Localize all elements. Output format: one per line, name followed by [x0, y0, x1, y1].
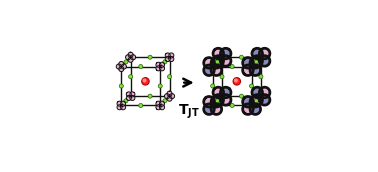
Circle shape — [119, 84, 123, 88]
Circle shape — [259, 75, 263, 79]
Polygon shape — [213, 48, 231, 66]
Circle shape — [129, 75, 133, 79]
Circle shape — [124, 60, 128, 64]
Polygon shape — [117, 101, 125, 110]
Polygon shape — [116, 64, 126, 69]
Polygon shape — [243, 96, 260, 114]
Circle shape — [124, 99, 128, 103]
Polygon shape — [126, 92, 135, 100]
Polygon shape — [165, 53, 174, 62]
Polygon shape — [243, 96, 260, 114]
Polygon shape — [213, 87, 231, 105]
Polygon shape — [252, 87, 270, 105]
Circle shape — [139, 103, 143, 108]
Polygon shape — [117, 101, 125, 110]
Circle shape — [143, 79, 146, 82]
Polygon shape — [204, 96, 222, 114]
Circle shape — [215, 60, 219, 64]
Circle shape — [230, 64, 234, 69]
Circle shape — [254, 99, 258, 103]
Circle shape — [148, 94, 152, 98]
Circle shape — [211, 84, 215, 88]
Text: $\mathbf{T}_{\mathbf{JT}}$: $\mathbf{T}_{\mathbf{JT}}$ — [178, 103, 200, 121]
Circle shape — [158, 84, 162, 88]
Circle shape — [142, 78, 149, 85]
Polygon shape — [213, 48, 231, 66]
Polygon shape — [252, 87, 270, 105]
Circle shape — [167, 75, 172, 79]
Polygon shape — [156, 101, 164, 110]
Polygon shape — [252, 48, 270, 66]
Circle shape — [139, 64, 143, 69]
Polygon shape — [204, 96, 222, 114]
Polygon shape — [213, 87, 231, 105]
Polygon shape — [156, 62, 164, 71]
Circle shape — [163, 99, 167, 103]
Circle shape — [239, 94, 243, 98]
Polygon shape — [119, 61, 124, 72]
Circle shape — [233, 78, 240, 85]
Polygon shape — [156, 101, 164, 110]
Circle shape — [230, 103, 234, 108]
Polygon shape — [164, 94, 175, 99]
Polygon shape — [126, 92, 135, 100]
Polygon shape — [243, 58, 260, 76]
Circle shape — [235, 79, 237, 82]
Circle shape — [215, 99, 219, 103]
Circle shape — [239, 55, 243, 59]
Circle shape — [148, 55, 152, 59]
Polygon shape — [204, 58, 222, 76]
Polygon shape — [165, 53, 174, 62]
Polygon shape — [204, 58, 222, 76]
Polygon shape — [156, 62, 164, 71]
Polygon shape — [167, 91, 172, 101]
Polygon shape — [243, 58, 260, 76]
Circle shape — [249, 84, 254, 88]
Polygon shape — [128, 52, 133, 62]
Polygon shape — [252, 48, 270, 66]
Circle shape — [254, 60, 258, 64]
Polygon shape — [125, 55, 136, 60]
Circle shape — [220, 75, 224, 79]
Circle shape — [163, 60, 167, 64]
